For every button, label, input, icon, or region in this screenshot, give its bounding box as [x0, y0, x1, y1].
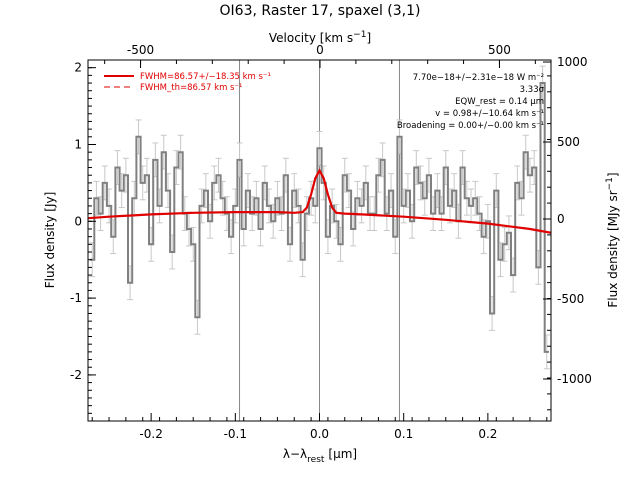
top-axis-label-sup: −1 [353, 30, 366, 40]
annotation-eqw: EQW_rest = 0.14 μm [455, 97, 544, 107]
x-tick-label: -0.1 [224, 427, 247, 441]
right-tick-label: 500 [557, 135, 580, 149]
x-axis-label-unit: [μm] [328, 447, 357, 461]
x-tick-label: -0.2 [139, 427, 162, 441]
annotation-broadening: Broadening = 0.00+/−0.00 km s⁻¹ [397, 121, 544, 131]
x-axis-label-sub: rest [307, 455, 325, 465]
right-axis-label-sup: −1 [605, 177, 615, 190]
top-axis-label-main: Velocity [km s [269, 31, 353, 45]
right-axis-label-main: Flux density [MJy sr [606, 190, 620, 307]
right-tick-label: 0 [557, 212, 565, 226]
annotation-sigma: 3.33σ [520, 85, 545, 95]
annotation-flux: 7.70e−18+/−2.31e−18 W m⁻² [413, 73, 544, 83]
y-axis-label: Flux density [Jy] [43, 192, 57, 289]
x-axis-label-main: λ−λ [283, 447, 307, 461]
chart-title: OI63, Raster 17, spaxel (3,1) [220, 3, 421, 19]
top-axis-label: Velocity [km s−1] [269, 30, 371, 45]
series-group [88, 82, 551, 353]
legend-label-fwhm: FWHM=86.57+/−18.35 km s⁻¹ [140, 72, 271, 82]
x-axis-label: λ−λrest [μm] [283, 447, 357, 465]
y-tick-label: -1 [70, 291, 82, 305]
annotation-velocity: v = 0.98+/−10.64 km s⁻¹ [435, 109, 544, 119]
right-tick-label: -1000 [557, 372, 592, 386]
reference-vertical-lines [239, 60, 400, 421]
right-tick-label: -500 [557, 292, 584, 306]
x-tick-label: 0.2 [478, 427, 497, 441]
y-tick-label: 2 [74, 61, 82, 75]
top-tick-label: 500 [488, 43, 511, 57]
series-spectrum [90, 82, 549, 353]
fit-annotations: 7.70e−18+/−2.31e−18 W m⁻² 3.33σ EQW_rest… [397, 73, 545, 131]
y-tick-label: 1 [74, 137, 82, 151]
y-tick-label: 0 [74, 214, 82, 228]
right-axis-label: Flux density [MJy sr−1] [605, 172, 620, 307]
top-tick-label: 0 [316, 43, 324, 57]
y-tick-label: -2 [70, 368, 82, 382]
top-axis-label-end: ] [366, 31, 371, 45]
right-tick-label: 1000 [557, 55, 588, 69]
right-axis-label-end: ] [606, 172, 620, 177]
top-tick-label: -500 [127, 43, 154, 57]
series-fit-th [88, 169, 551, 234]
axis-ticks: -0.2 -0.1 0.0 0.1 0.2 -2 -1 0 1 2 -1000 -500 0 500 100… [70, 43, 592, 441]
legend: FWHM=86.57+/−18.35 km s⁻¹ FWHM_th=86.57 … [104, 72, 271, 93]
x-tick-label: 0.0 [310, 427, 329, 441]
legend-label-fwhm-th: FWHM_th=86.57 km s⁻¹ [140, 83, 242, 93]
x-tick-label: 0.1 [394, 427, 413, 441]
